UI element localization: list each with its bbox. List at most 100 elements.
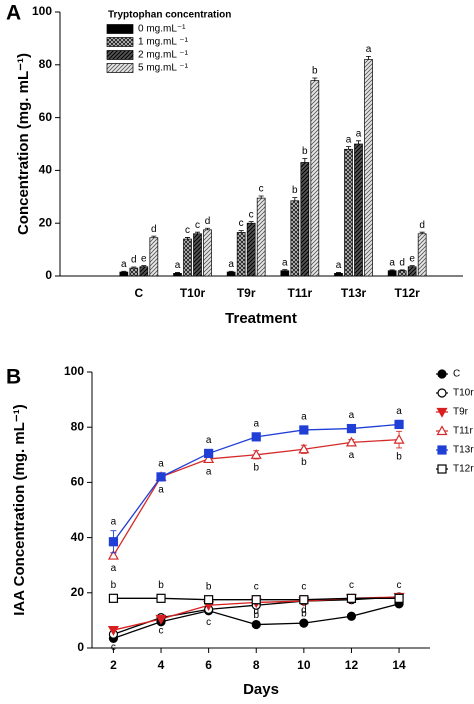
marker (251, 619, 261, 630)
legend-swatch (106, 50, 134, 60)
y-tick-label: 80 (71, 419, 85, 433)
significance-letter: a (389, 258, 395, 269)
marker (107, 625, 119, 636)
marker (156, 472, 166, 482)
significance-letter: c (206, 617, 211, 628)
panel-label: A (6, 2, 21, 25)
marker (299, 618, 309, 628)
significance-letter: c (397, 580, 402, 591)
bar (300, 162, 310, 277)
legend-label: 1 mg.mL ⁻¹ (138, 37, 189, 48)
bar (149, 237, 159, 277)
significance-letter: b (206, 581, 212, 592)
marker (346, 593, 357, 603)
marker (155, 614, 167, 625)
significance-letter: c (301, 581, 306, 592)
significance-letter: b (302, 146, 308, 157)
marker (346, 611, 357, 621)
error-bar (175, 272, 180, 274)
bar (407, 266, 417, 277)
significance-letter: a (228, 259, 234, 270)
error-bar (336, 272, 341, 274)
error-bar (356, 140, 361, 144)
significance-letter: c (239, 218, 244, 229)
significance-letter: c (249, 209, 254, 220)
significance-letter: a (282, 257, 288, 268)
bar (397, 270, 407, 277)
marker (346, 423, 357, 434)
y-axis-title: IAA Concentration (mg. mL⁻¹) (11, 404, 28, 616)
marker (251, 595, 261, 605)
bar (226, 271, 236, 277)
legend-label: T12r (453, 464, 474, 475)
significance-letter: b (301, 609, 307, 620)
significance-letter: d (253, 606, 259, 617)
significance-letter: a (366, 44, 372, 55)
legend-title: Tryptophan concentration (108, 10, 231, 21)
significance-letter: d (301, 605, 307, 616)
bar (139, 266, 149, 277)
significance-letter: a (158, 485, 164, 496)
bar (246, 222, 256, 277)
legend-marker (437, 388, 447, 398)
error-bar (185, 237, 190, 240)
error-bar (419, 231, 425, 234)
bar (183, 238, 192, 277)
significance-letter: a (349, 450, 355, 461)
significance-letter: a (301, 412, 307, 423)
significance-letter: d (205, 216, 211, 227)
error-bar (346, 146, 351, 150)
significance-letter: a (349, 410, 355, 421)
x-tick-label: 10 (297, 658, 311, 672)
legend-swatch (106, 37, 134, 47)
legend-label: T9r (453, 407, 469, 418)
x-axis-title: Treatment (225, 310, 297, 327)
legend-marker (436, 407, 448, 418)
y-tick-label: 0 (45, 268, 52, 282)
bar (364, 59, 373, 277)
error-bar (248, 221, 254, 224)
significance-letter: b (301, 457, 307, 468)
significance-letter: a (206, 435, 212, 446)
bar (119, 271, 129, 277)
legend-label: 0 mg.mL⁻¹ (138, 24, 186, 35)
error-bar (121, 270, 127, 273)
error-bar (399, 269, 405, 271)
y-axis-title: Concentration (mg. mL⁻¹) (15, 53, 32, 235)
bar (290, 200, 300, 277)
significance-letter: a (356, 128, 362, 139)
significance-letter: b (158, 580, 164, 591)
error-bar (151, 235, 157, 238)
marker (108, 537, 119, 547)
error-bar (195, 231, 200, 234)
marker (250, 449, 262, 459)
significance-letter: d (399, 258, 405, 269)
legend-marker (436, 425, 448, 436)
bar (387, 270, 397, 277)
bar (310, 80, 320, 277)
legend-label: 2 mg.mL ⁻¹ (138, 50, 189, 61)
legend-marker (437, 445, 447, 455)
significance-letter: c (111, 642, 116, 653)
bar (354, 143, 363, 277)
significance-letter: a (206, 467, 212, 478)
marker (108, 593, 119, 603)
legend-label: T13r (453, 445, 474, 456)
bar (193, 233, 202, 277)
significance-letter: a (346, 134, 352, 145)
error-bar (228, 270, 234, 273)
significance-letter: b (292, 185, 298, 196)
x-tick-label: T9r (237, 286, 256, 300)
x-tick-label: 2 (110, 658, 117, 672)
x-axis-title: Days (243, 681, 279, 698)
bar (203, 229, 212, 277)
error-bar (312, 77, 318, 81)
significance-letter: c (254, 581, 259, 592)
x-tick-label: T10r (180, 286, 206, 300)
y-tick-label: 80 (39, 57, 53, 71)
y-tick-label: 100 (64, 364, 84, 378)
bar (256, 197, 266, 277)
significance-letter: d (151, 224, 157, 235)
marker (107, 549, 119, 560)
y-tick-label: 60 (71, 475, 85, 489)
